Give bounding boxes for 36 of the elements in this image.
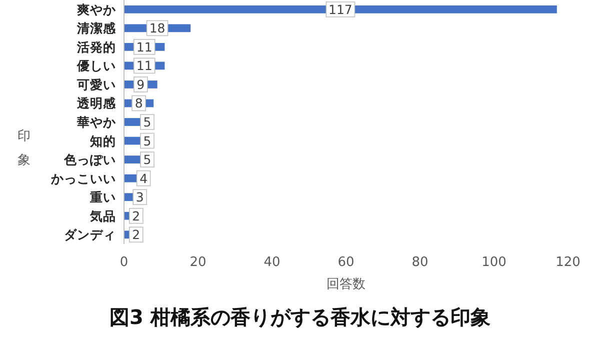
x-tick-label: 40	[264, 255, 280, 270]
x-tick-label: 0	[120, 255, 128, 270]
data-label: 4	[140, 170, 148, 186]
y-tick-label: 活発的	[76, 39, 116, 54]
data-label: 117	[328, 2, 352, 17]
x-tick-label: 120	[556, 255, 580, 270]
y-tick-label: 可愛い	[76, 76, 116, 92]
x-tick-label: 100	[482, 255, 506, 270]
x-tick-label: 80	[412, 255, 428, 270]
y-tick-label: ダンディ	[64, 227, 116, 242]
data-label: 18	[149, 20, 166, 36]
y-tick-label: 透明感	[76, 96, 117, 111]
y-tick-label: 色っぽい	[63, 152, 116, 168]
data-label: 5	[143, 114, 152, 130]
data-label: 2	[132, 208, 140, 224]
x-tick-label: 60	[338, 255, 354, 270]
y-tick-label: 気品	[89, 208, 116, 224]
y-tick-label: 優しい	[76, 58, 116, 74]
y-tick-label: 爽やか	[77, 2, 117, 17]
data-label: 2	[132, 227, 140, 242]
data-label: 11	[136, 39, 152, 54]
text: 図3 柑橘系の香りがする香水に対する印象	[110, 305, 490, 329]
data-label: 8	[134, 96, 143, 111]
y-tick-label: 重い	[89, 190, 116, 205]
y-tick-label: 知的	[89, 133, 116, 148]
y-tick-label: 華やか	[76, 114, 117, 130]
y-axis-title: 印象	[18, 129, 30, 168]
y-tick-label: 清潔感	[76, 20, 117, 36]
x-axis-title: 回答数	[326, 277, 366, 292]
data-label: 5	[143, 152, 152, 168]
y-tick-label: かっこいい	[50, 170, 116, 186]
data-label: 3	[136, 190, 144, 205]
data-label: 11	[136, 58, 152, 74]
data-label: 9	[136, 76, 145, 92]
data-label: 5	[143, 133, 152, 148]
x-tick-label: 20	[190, 255, 206, 270]
